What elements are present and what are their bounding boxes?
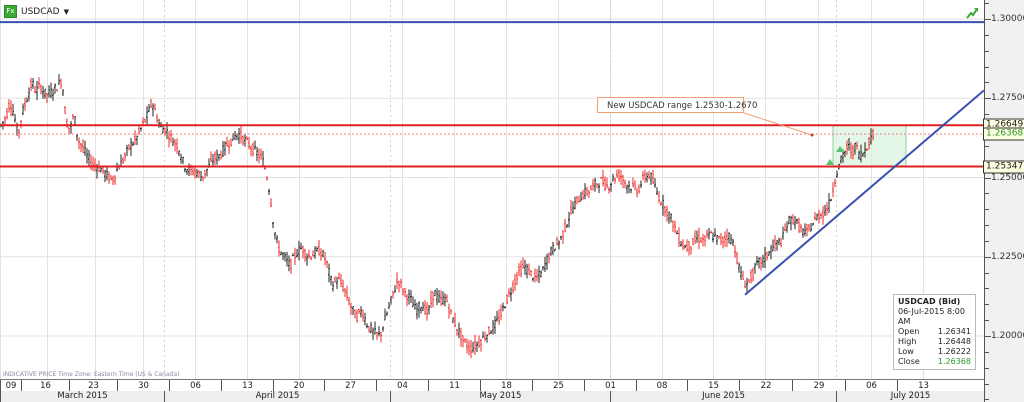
axis-tick xyxy=(985,114,989,116)
axis-tick xyxy=(985,351,989,353)
price-chart-svg xyxy=(0,0,984,379)
axis-major-tick xyxy=(985,336,991,337)
axis-tick xyxy=(985,50,989,52)
date-tick-label: 15 xyxy=(687,380,739,392)
ohlc-label: Close xyxy=(898,357,920,366)
date-tick-label: 20 xyxy=(273,380,324,392)
axis-tick xyxy=(985,240,989,242)
date-tick-label: 04 xyxy=(376,380,428,392)
axis-tick xyxy=(985,288,989,290)
axis-tick xyxy=(985,383,989,385)
annotation-anchor xyxy=(810,133,814,137)
axis-tick xyxy=(985,3,989,5)
price-axis-label: 1.27500 xyxy=(991,93,1024,104)
date-tick-label: 11 xyxy=(428,380,480,392)
ohlc-label: Low xyxy=(898,347,914,356)
date-tick-label: 16 xyxy=(21,380,69,392)
ohlc-label: Open xyxy=(898,327,920,336)
fx-icon: Fx xyxy=(4,5,17,18)
price-axis[interactable]: 1.300001.275001.250001.225001.200001.266… xyxy=(983,0,1024,402)
axis-tick xyxy=(985,209,989,211)
ohlc-row-open: Open 1.26341 xyxy=(898,327,971,337)
axis-major-tick xyxy=(985,256,991,258)
date-tick-label: 30 xyxy=(117,380,169,392)
plot-area[interactable] xyxy=(0,0,984,379)
ohlc-row-close: Close 1.26368 xyxy=(898,357,971,367)
ohlc-label: High xyxy=(898,337,917,346)
ohlc-panel: USDCAD (Bid) 06-Jul-2015 8:00 AM Open 1.… xyxy=(893,294,976,370)
month-label: July 2015 xyxy=(836,391,984,402)
price-footnote: INDICATIVE PRICE Time Zone: Eastern Time… xyxy=(3,371,180,378)
ohlc-row-high: High 1.26448 xyxy=(898,337,971,347)
month-label: March 2015 xyxy=(0,391,164,402)
axis-major-tick xyxy=(985,98,991,100)
symbol-selector[interactable]: Fx USDCAD ▼ xyxy=(4,5,69,18)
month-axis[interactable]: March 2015 April 2015 May 2015 June 2015 Jul… xyxy=(0,391,984,402)
range-annotation[interactable]: New USDCAD range 1.2530-1.2670 xyxy=(597,97,757,113)
price-axis-label: 1.25000 xyxy=(991,172,1024,183)
date-tick-label: 13 xyxy=(897,380,949,392)
date-tick-label: 18 xyxy=(480,380,532,392)
month-label: April 2015 xyxy=(164,391,390,402)
price-axis-label: 1.20000 xyxy=(991,331,1024,341)
annotation-connector xyxy=(743,112,813,136)
axis-tick xyxy=(985,82,989,84)
axis-tick xyxy=(985,367,989,369)
axis-tick xyxy=(985,193,989,195)
ohlc-value: 1.26448 xyxy=(937,337,971,346)
date-tick-label: 25 xyxy=(532,380,584,392)
date-tick-label: 06 xyxy=(169,380,221,392)
axis-tick xyxy=(985,66,989,68)
axis-major-tick xyxy=(985,177,991,179)
axis-tick xyxy=(985,34,989,36)
trendline xyxy=(744,89,984,296)
ohlc-title: USDCAD (Bid) xyxy=(898,297,961,306)
axis-tick xyxy=(985,272,989,274)
caret-down-icon[interactable]: ▼ xyxy=(63,7,69,16)
ohlc-value: 1.26368 xyxy=(937,357,971,366)
month-label: May 2015 xyxy=(390,391,610,402)
month-label: June 2015 xyxy=(610,391,836,402)
axis-tick xyxy=(985,320,989,322)
date-tick-label: 22 xyxy=(739,380,792,392)
date-tick-label: 27 xyxy=(324,380,376,392)
date-tick-label: 13 xyxy=(221,380,273,392)
price-axis-label: 1.30000 xyxy=(991,14,1024,24)
signal-marker xyxy=(836,146,844,152)
last-price-tag: 1.26368 xyxy=(983,127,1024,141)
trend-up-icon[interactable] xyxy=(966,7,978,19)
date-tick-label: 08 xyxy=(636,380,687,392)
ohlc-row-low: Low 1.26222 xyxy=(898,347,971,357)
date-tick-label: 01 xyxy=(584,380,636,392)
symbol-label: USDCAD xyxy=(21,6,60,17)
date-tick-label: 29 xyxy=(792,380,845,392)
support-price-tag: 1.25347 xyxy=(983,160,1024,173)
date-tick-label: 23 xyxy=(69,380,117,392)
axis-tick xyxy=(985,145,989,147)
axis-major-tick xyxy=(985,19,991,20)
date-tick-label: 06 xyxy=(845,380,897,392)
axis-tick xyxy=(985,304,989,306)
price-axis-label: 1.22500 xyxy=(991,251,1024,262)
axis-tick xyxy=(985,399,989,401)
ohlc-value: 1.26222 xyxy=(937,347,971,356)
axis-tick xyxy=(985,225,989,227)
ohlc-datetime: 06-Jul-2015 8:00 AM xyxy=(898,307,965,326)
signal-marker xyxy=(826,159,834,165)
ohlc-value: 1.26341 xyxy=(937,327,971,336)
date-tick-label: 09 xyxy=(0,380,21,392)
